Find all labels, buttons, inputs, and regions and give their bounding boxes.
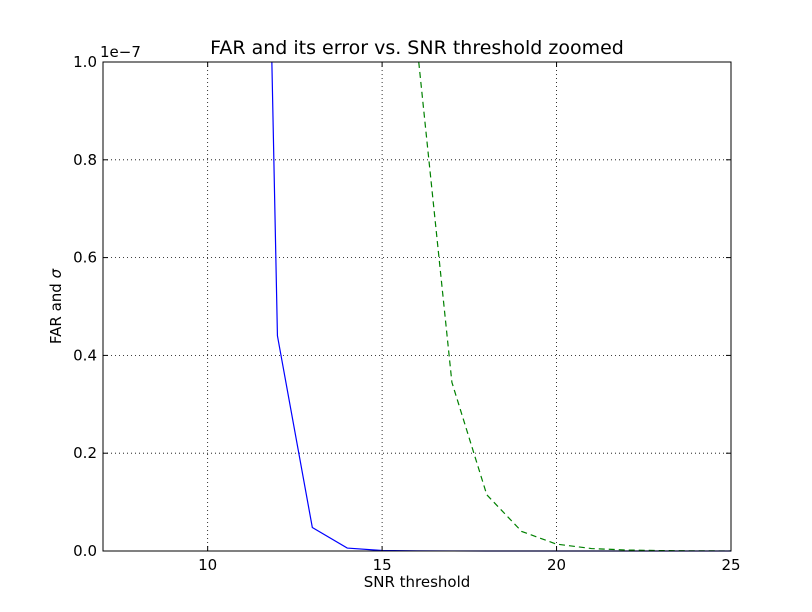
y-tick-label: 0.8 — [73, 151, 97, 169]
x-tick-label: 15 — [373, 556, 392, 574]
y-tick-label: 0.2 — [73, 444, 97, 462]
y-axis-label-text: FAR and — [47, 278, 65, 344]
x-axis-label: SNR threshold — [364, 573, 471, 591]
y-axis-label-sigma: σ — [47, 268, 65, 278]
plot-frame — [102, 61, 732, 552]
chart-title: FAR and its error vs. SNR threshold zoom… — [210, 37, 624, 59]
series-line-2 — [418, 61, 732, 552]
y-tick-label: 0.6 — [73, 249, 97, 267]
y-offset-text: 1e−7 — [100, 43, 141, 61]
y-tick-label: 0.0 — [73, 542, 97, 560]
x-tick-label: 20 — [547, 556, 566, 574]
y-tick-label: 0.4 — [73, 346, 97, 364]
y-axis-label: FAR and σ — [47, 268, 65, 344]
axis-ticks: 10 15 20 25 0.0 0.2 0.4 0.6 0.8 1.0 — [73, 53, 740, 574]
x-tick-label: 25 — [721, 556, 740, 574]
x-tick-label: 10 — [198, 556, 217, 574]
y-tick-label: 1.0 — [73, 53, 97, 71]
